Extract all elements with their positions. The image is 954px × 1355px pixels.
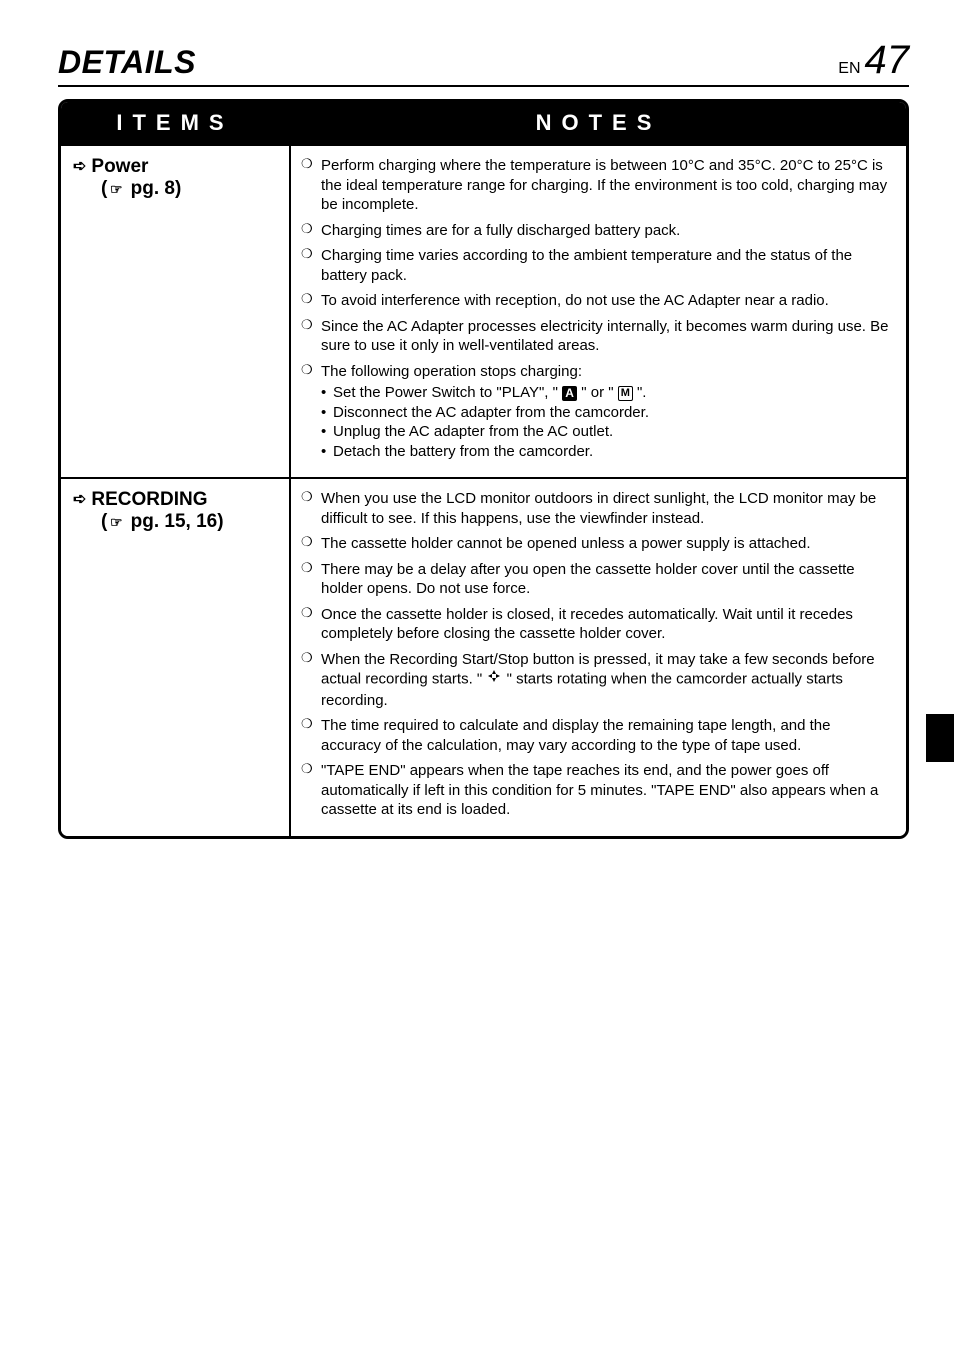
note-item: There may be a delay after you open the … xyxy=(301,560,892,599)
note-item: To avoid interference with reception, do… xyxy=(301,291,892,311)
hand-icon: ☞ xyxy=(107,178,125,200)
note-item: "TAPE END" appears when the tape reaches… xyxy=(301,761,892,820)
item-cell: ➪ Power (☞ pg. 8) xyxy=(61,146,291,477)
record-rotate-icon xyxy=(486,668,502,690)
note-list: When you use the LCD monitor outdoors in… xyxy=(301,489,892,820)
note-item: The time required to calculate and displ… xyxy=(301,716,892,755)
table-row: ➪ Power (☞ pg. 8) Perform charging where… xyxy=(61,144,906,477)
note-item: Charging times are for a fully discharge… xyxy=(301,221,892,241)
hand-icon: ☞ xyxy=(107,511,125,533)
header-notes: NOTES xyxy=(291,102,906,144)
item-cell: ➪ RECORDING (☞ pg. 15, 16) xyxy=(61,479,291,836)
pointer-icon: ➪ xyxy=(73,489,86,511)
notes-cell: Perform charging where the temperature i… xyxy=(291,146,906,477)
mode-a-icon: A xyxy=(562,386,577,401)
note-item: When you use the LCD monitor outdoors in… xyxy=(301,489,892,528)
note-item: Perform charging where the temperature i… xyxy=(301,156,892,215)
item-heading: ➪ RECORDING xyxy=(73,489,277,511)
notes-cell: When you use the LCD monitor outdoors in… xyxy=(291,479,906,836)
page-title: DETAILS xyxy=(58,44,196,81)
note-item: Once the cassette holder is closed, it r… xyxy=(301,605,892,644)
pointer-icon: ➪ xyxy=(73,156,86,178)
note-item: The cassette holder cannot be opened unl… xyxy=(301,534,892,554)
header-items: ITEMS xyxy=(61,102,291,144)
note-item: When the Recording Start/Stop button is … xyxy=(301,650,892,711)
sub-list: Set the Power Switch to "PLAY", " A " or… xyxy=(321,383,892,461)
table-header-row: ITEMS NOTES xyxy=(61,102,906,144)
table-row: ➪ RECORDING (☞ pg. 15, 16) When you use … xyxy=(61,477,906,836)
note-item: The following operation stops charging: … xyxy=(301,362,892,462)
item-heading: ➪ Power xyxy=(73,156,277,178)
note-item: Since the AC Adapter processes electrici… xyxy=(301,317,892,356)
details-table: ITEMS NOTES ➪ Power (☞ pg. 8) Perform ch… xyxy=(58,99,909,839)
page-number: EN 47 xyxy=(838,38,909,83)
note-item: Charging time varies according to the am… xyxy=(301,246,892,285)
item-ref: (☞ pg. 8) xyxy=(73,178,277,200)
note-list: Perform charging where the temperature i… xyxy=(301,156,892,461)
sub-item: Disconnect the AC adapter from the camco… xyxy=(321,403,892,423)
sub-item: Detach the battery from the camcorder. xyxy=(321,442,892,462)
sub-item: Set the Power Switch to "PLAY", " A " or… xyxy=(321,383,892,403)
sub-item: Unplug the AC adapter from the AC outlet… xyxy=(321,422,892,442)
side-tab xyxy=(926,714,954,762)
page-header: DETAILS EN 47 xyxy=(58,38,909,87)
mode-m-icon: M xyxy=(618,386,633,401)
item-ref: (☞ pg. 15, 16) xyxy=(73,511,277,533)
